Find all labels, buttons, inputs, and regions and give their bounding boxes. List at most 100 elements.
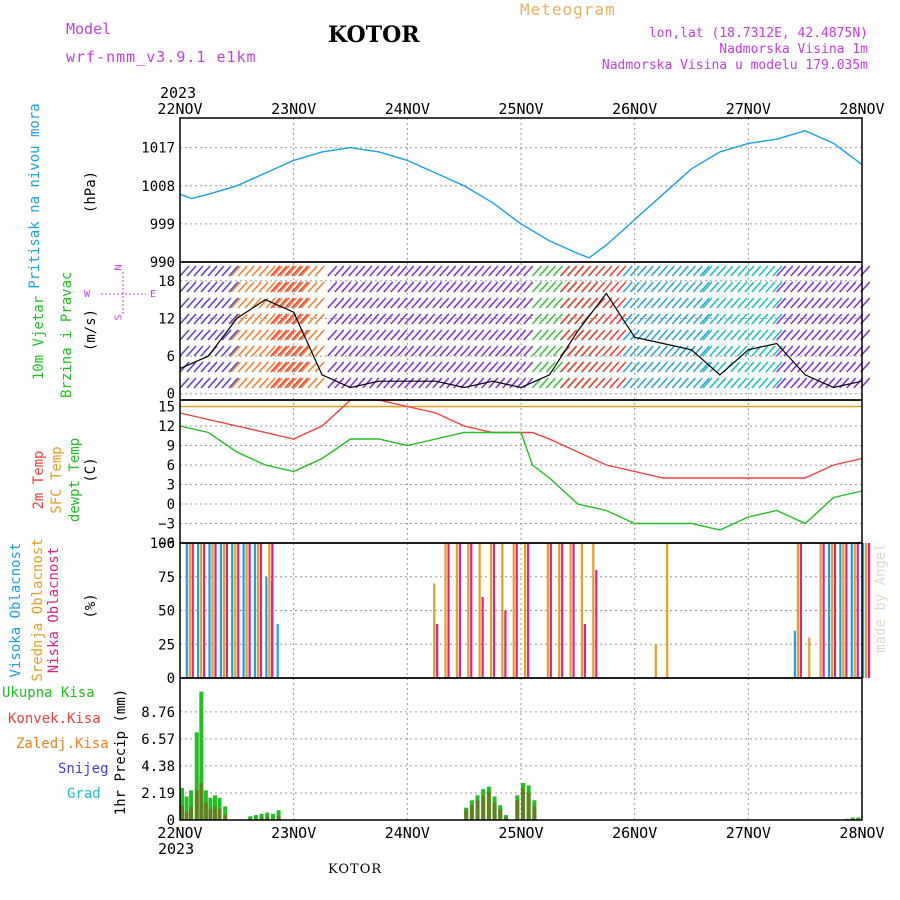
wind-vector (230, 265, 241, 277)
wind-vector (279, 345, 290, 357)
temp-tick-label: 12 (158, 419, 175, 435)
wind-vector (460, 345, 471, 357)
wind-vector (825, 377, 836, 389)
wind-vector (846, 361, 857, 373)
wind-vector (737, 329, 748, 341)
wind-speed-line (179, 292, 863, 389)
pressure-tick-label: 999 (150, 217, 175, 233)
wind-vector (237, 329, 248, 341)
wind-vector (298, 345, 309, 357)
wind-vector (300, 361, 311, 373)
conv-precip-bar (464, 810, 469, 820)
wind-vector (716, 265, 727, 277)
wind-vector (516, 361, 527, 373)
wind-vector (369, 345, 380, 357)
wind-vector (552, 361, 563, 373)
low-cloud-bar (259, 543, 263, 678)
wind-vector (279, 329, 290, 341)
wind-vector (616, 329, 627, 341)
wind-vector (567, 345, 578, 357)
total-precip-bar (180, 787, 184, 820)
wind-vector (348, 329, 359, 341)
wind-vector (179, 377, 190, 389)
wind-vector (432, 361, 443, 373)
wind-vector (797, 377, 808, 389)
wind-vector (411, 297, 422, 309)
wind-vector (751, 377, 762, 389)
wind-vector (270, 377, 281, 389)
wind-vector (495, 265, 506, 277)
wind-vector (348, 361, 359, 373)
wind-vector (446, 329, 457, 341)
wind-vector (709, 361, 720, 373)
wind-vector (230, 281, 241, 293)
wind-vector (685, 361, 696, 373)
wind-vector (552, 297, 563, 309)
wind-vector (832, 377, 843, 389)
wind-vector (291, 361, 302, 373)
conv-precip-bar (212, 806, 217, 820)
wind-vector (270, 329, 281, 341)
wind-vector (298, 297, 309, 309)
wind-vector (516, 265, 527, 277)
wind-vector (411, 313, 422, 325)
wind-vector (538, 377, 549, 389)
wind-vector (804, 265, 815, 277)
wind-vector (509, 313, 520, 325)
wind-vector (629, 297, 640, 309)
conv-precip-bar (492, 802, 497, 820)
wind-vector (657, 281, 668, 293)
wind-vector (609, 361, 620, 373)
wind-vector (730, 313, 741, 325)
wind-vector (186, 313, 197, 325)
wind-vector (723, 281, 734, 293)
wind-vector (616, 313, 627, 325)
wind-vector (709, 377, 720, 389)
top-tick-label: 28NOV (839, 100, 884, 118)
wind-vector (341, 313, 352, 325)
wind-vector (291, 265, 302, 277)
wind-vector (776, 265, 787, 277)
temp-tick-label: 3 (167, 478, 175, 494)
wind-vector (825, 313, 836, 325)
precip-tick-label: 2.19 (141, 786, 175, 802)
wind-vector (709, 345, 720, 357)
wind-vector (818, 281, 829, 293)
high-cloud-bar (793, 630, 796, 678)
wind-vector (702, 377, 713, 389)
wind-vector (567, 377, 578, 389)
wind-vector (692, 361, 703, 373)
wind-vector (602, 345, 613, 357)
wind-vector (574, 377, 585, 389)
wind-vector (277, 313, 288, 325)
wind-vector (622, 281, 633, 293)
wind-vector (650, 297, 661, 309)
wind-vector (588, 281, 599, 293)
wind-vector (362, 313, 373, 325)
total-precip-bar (184, 796, 189, 820)
wind-vector (411, 361, 422, 373)
mid-cloud-bar (478, 543, 481, 678)
mid-cloud-bar (808, 637, 811, 678)
temp-tick-label: 6 (167, 458, 175, 474)
wind-vector (678, 297, 689, 309)
mid-cloud-bar (268, 543, 271, 678)
wind-vector (237, 313, 248, 325)
wind-vector (765, 297, 776, 309)
wind-vector (277, 329, 288, 341)
wind-vector (348, 265, 359, 277)
wind-vector (531, 345, 542, 357)
pressure-tick-label: 1008 (141, 179, 175, 195)
high-cloud-bar (242, 543, 245, 678)
total-precip-bar (276, 810, 281, 820)
wind-vector (609, 313, 620, 325)
footer-station: KOTOR (328, 862, 383, 877)
wind-vector (545, 345, 556, 357)
wind-vector (327, 361, 338, 373)
wind-vector (552, 329, 563, 341)
wind-vector (327, 313, 338, 325)
wind-vector (804, 329, 815, 341)
wind-vector (616, 361, 627, 373)
wind-vector (832, 329, 843, 341)
wind-vector (355, 345, 366, 357)
